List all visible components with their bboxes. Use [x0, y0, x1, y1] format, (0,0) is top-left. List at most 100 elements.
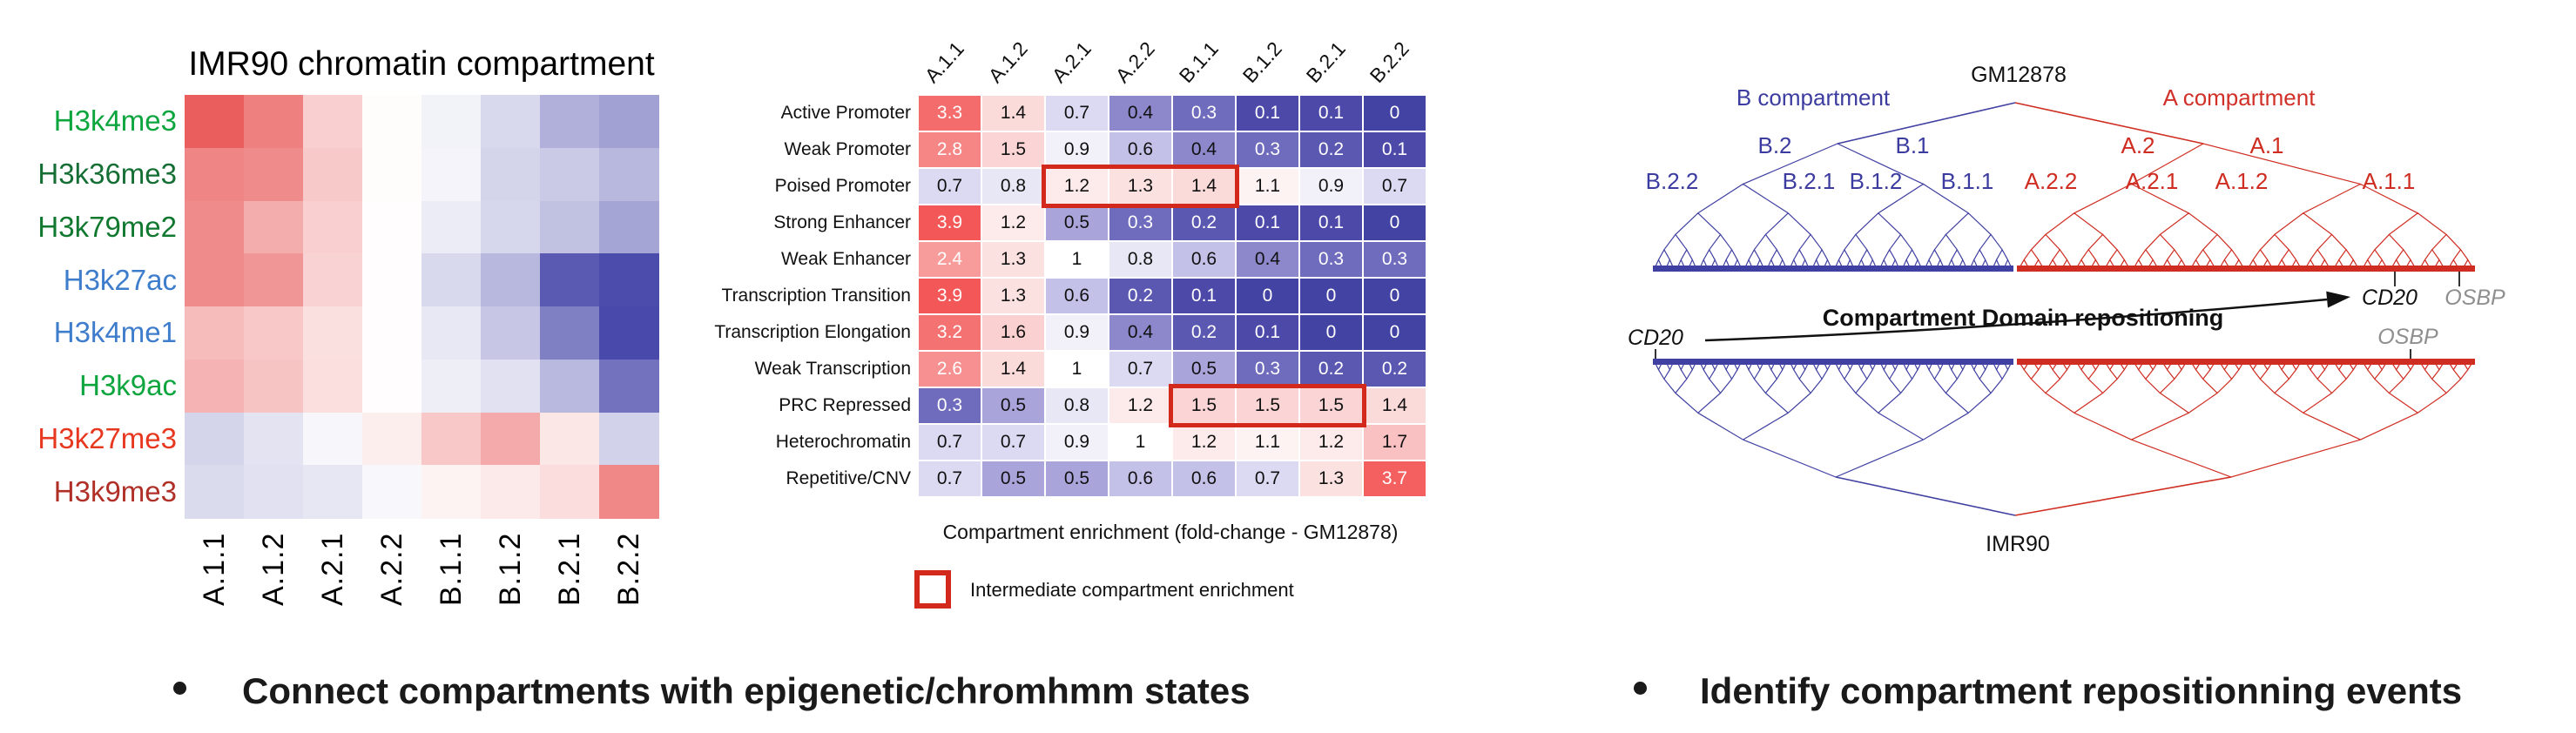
- enrichment-cell: 3.7: [1363, 461, 1426, 497]
- bottom-cell-line-label: IMR90: [1986, 532, 2050, 556]
- left-heatmap-cell: [303, 465, 363, 519]
- enrichment-cell: 1.2: [1172, 424, 1236, 461]
- bullet-connect-compartments: Connect compartments with epigenetic/chr…: [242, 670, 1251, 711]
- left-heatmap-cell: [421, 95, 482, 149]
- left-heatmap-cell: [599, 306, 659, 360]
- state-row-label: Weak Transcription: [754, 359, 911, 379]
- left-heatmap-cell: [599, 465, 659, 519]
- enrichment-cell: 0.9: [1045, 424, 1109, 461]
- left-heatmap-cell: [362, 200, 422, 254]
- enrichment-cell: 1: [1045, 241, 1109, 278]
- enrichment-cell: 1.5: [1299, 387, 1363, 424]
- dendrogram-leaf-label: A.2.1: [2125, 168, 2179, 194]
- enrichment-cell: 3.9: [918, 205, 981, 241]
- enrichment-cell: 0.7: [1045, 95, 1109, 131]
- enrichment-cell: 1.1: [1236, 424, 1299, 461]
- state-row-label: PRC Repressed: [779, 395, 911, 415]
- enrichment-cell: 0.2: [1363, 351, 1426, 387]
- left-heatmap-cell: [303, 359, 363, 413]
- enrichment-cell: 1.4: [981, 351, 1045, 387]
- state-row-label: Repetitive/CNV: [786, 468, 911, 488]
- left-heatmap-cell: [185, 95, 245, 149]
- left-heatmap-cell: [185, 306, 245, 360]
- left-heatmap-cell: [481, 200, 541, 254]
- cd20-gene-label-top: CD20: [2362, 286, 2418, 310]
- dendrogram-branch-label: A.1: [2249, 132, 2284, 158]
- left-heatmap-cell: [362, 306, 422, 360]
- histone-mark-label: H3k79me2: [37, 210, 177, 243]
- enrichment-cell: 0: [1236, 278, 1299, 314]
- enrichment-cell: 1.1: [1236, 168, 1299, 205]
- enrichment-cell: 0.5: [1045, 461, 1109, 497]
- left-heatmap-cell: [540, 95, 600, 149]
- enrichment-cell: 0: [1299, 278, 1363, 314]
- enrichment-cell: 1.2: [981, 205, 1045, 241]
- left-heatmap-cell: [481, 253, 541, 307]
- left-heatmap-cell: [421, 200, 482, 254]
- enrichment-cell: 0.1: [1299, 95, 1363, 131]
- enrichment-cell: 1.5: [1236, 387, 1299, 424]
- left-heatmap-cell: [303, 306, 363, 360]
- left-heatmap-cell: [185, 412, 245, 466]
- left-heatmap-cell: [540, 200, 600, 254]
- enrichment-cell: 1.4: [1172, 168, 1236, 205]
- enrichment-cell: 0.5: [981, 387, 1045, 424]
- enrichment-cell: 0: [1299, 314, 1363, 351]
- left-heatmap-cell: [599, 147, 659, 201]
- left-heatmap-cell: [185, 359, 245, 413]
- enrichment-cell: 0.6: [1172, 241, 1236, 278]
- left-heatmap-cell: [421, 306, 482, 360]
- enrichment-cell: 0.6: [1109, 131, 1172, 168]
- enrichment-cell: 0.8: [981, 168, 1045, 205]
- enrichment-cell: 0.1: [1236, 205, 1299, 241]
- a-compartment-label: A compartment: [2162, 84, 2316, 111]
- left-heatmap-cell: [540, 412, 600, 466]
- left-heatmap-cell: [599, 253, 659, 307]
- state-row-label: Weak Enhancer: [780, 249, 911, 269]
- cd20-gene-label-bottom: CD20: [1628, 326, 1683, 350]
- dendrogram-leaf-label: B.2.1: [1782, 168, 1836, 194]
- enrichment-cell: 0.8: [1109, 241, 1172, 278]
- enrichment-cell: 2.8: [918, 131, 981, 168]
- enrichment-cell: 0.2: [1299, 351, 1363, 387]
- osbp-gene-label-bottom: OSBP: [2377, 325, 2438, 349]
- dendrogram-leaf-label: B.2.2: [1645, 168, 1699, 194]
- left-heatmap-cell: [362, 412, 422, 466]
- enrichment-cell: 0.2: [1172, 314, 1236, 351]
- left-heatmap-cell: [540, 306, 600, 360]
- state-row-label: Strong Enhancer: [773, 212, 911, 232]
- dendrogram-branch-label: B.2: [1757, 132, 1792, 158]
- enrichment-cell: 1.2: [1045, 168, 1109, 205]
- left-heatmap-cell: [481, 95, 541, 149]
- enrichment-cell: 0.7: [1236, 461, 1299, 497]
- left-heatmap-cell: [185, 147, 245, 201]
- enrichment-cell: 0.1: [1236, 314, 1299, 351]
- enrichment-cell: 0.8: [1045, 387, 1109, 424]
- enrichment-cell: 0.6: [1109, 461, 1172, 497]
- left-heatmap-cell: [599, 412, 659, 466]
- legend-label: Intermediate compartment enrichment: [970, 579, 1294, 601]
- enrichment-cell: 0.5: [981, 461, 1045, 497]
- enrichment-cell: 0.3: [1363, 241, 1426, 278]
- left-heatmap-cell: [599, 95, 659, 149]
- enrichment-cell: 0.2: [1109, 278, 1172, 314]
- histone-mark-label: H3k4me3: [53, 104, 177, 138]
- left-heatmap-cell: [185, 253, 245, 307]
- left-heatmap-cell: [303, 253, 363, 307]
- enrichment-cell: 1.6: [981, 314, 1045, 351]
- enrichment-cell: 1.4: [1363, 387, 1426, 424]
- intermediate-enrichment-highlight-box: [1042, 165, 1239, 208]
- enrichment-cell: 0.6: [1172, 461, 1236, 497]
- left-heatmap-cell: [540, 465, 600, 519]
- dendrogram-leaf-label: A.1.2: [2215, 168, 2269, 194]
- left-heatmap-cell: [599, 359, 659, 413]
- histone-mark-label: H3k9me3: [53, 474, 177, 508]
- state-row-label: Heterochromatin: [775, 432, 911, 452]
- left-heatmap-cell: [244, 200, 304, 254]
- bullet-icon: [173, 682, 186, 695]
- enrichment-table-caption: Compartment enrichment (fold-change - GM…: [942, 521, 1399, 543]
- left-heatmap-cell: [421, 465, 482, 519]
